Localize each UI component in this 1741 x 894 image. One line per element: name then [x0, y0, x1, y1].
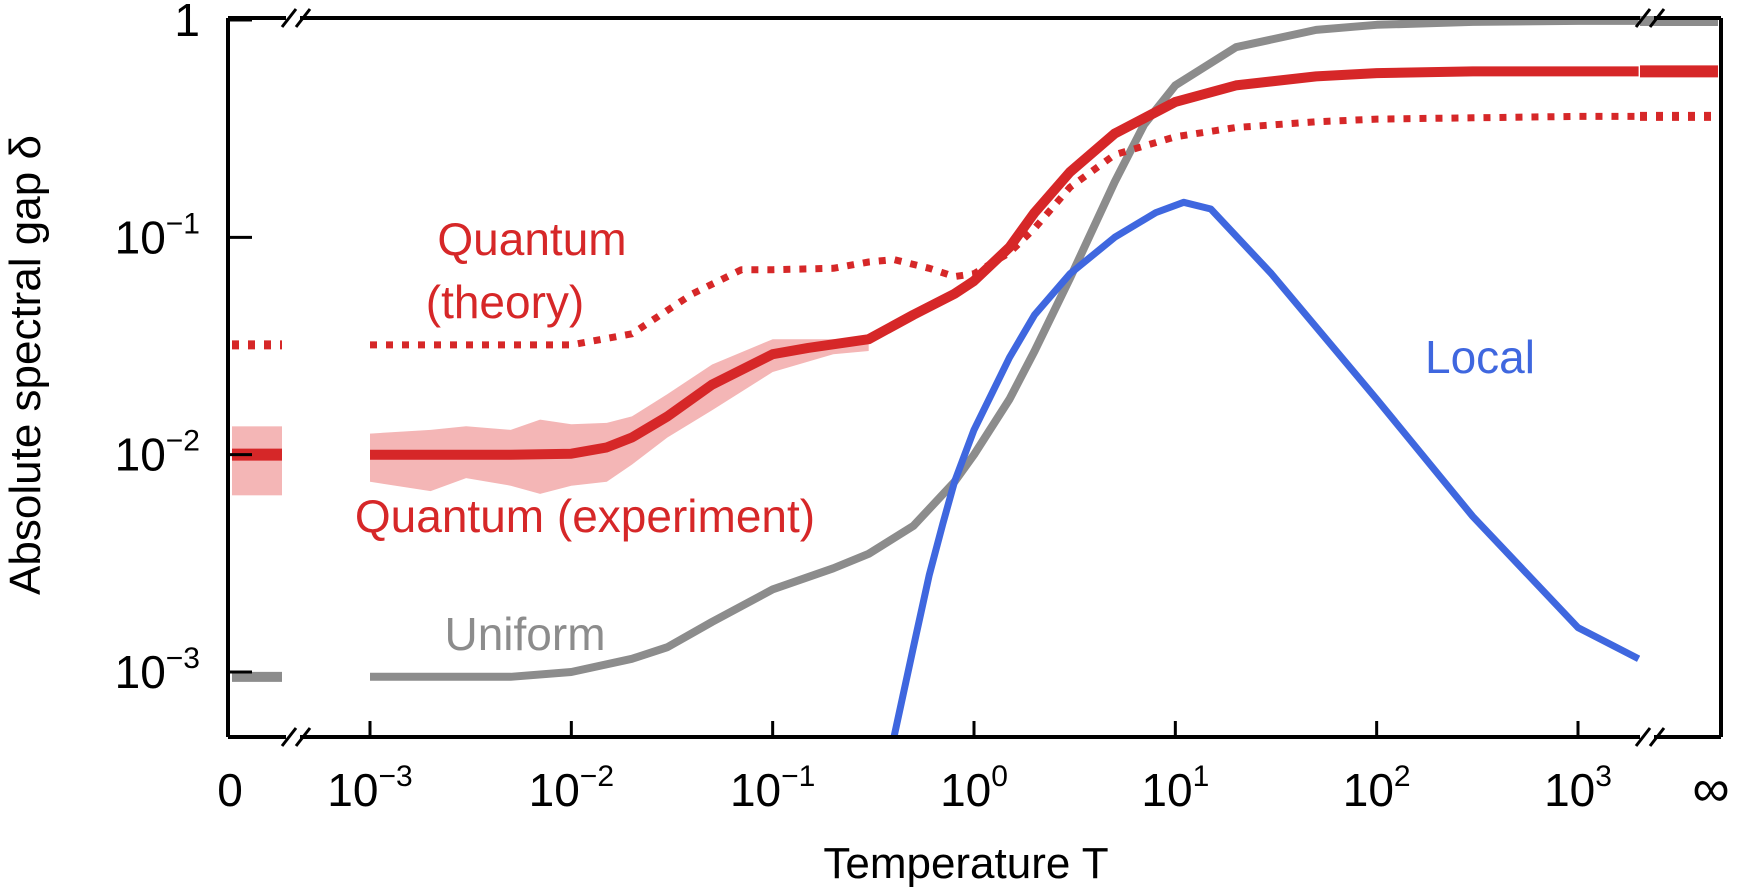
- quantum-theory-line: [370, 112, 1639, 349]
- local-line: [890, 198, 1640, 737]
- tick-labels: 0 10−3 10−2 10−1 100 101 102 103 ∞ 1 10−1 10−2 10−3: [115, 0, 1730, 818]
- axis-break-mark: [1634, 727, 1652, 747]
- annotation-uniform: Uniform: [444, 608, 605, 660]
- axis-break-mark: [294, 8, 312, 28]
- uniform-line: [370, 18, 1639, 681]
- quantum-experiment-line: [370, 66, 1639, 460]
- annotation-local: Local: [1425, 331, 1535, 383]
- axes: [226, 8, 1723, 747]
- axis-break-mark: [1648, 727, 1666, 747]
- y-tick-label: 10−3: [115, 642, 200, 698]
- y-tick-label: 10−1: [115, 207, 200, 263]
- x-tick-label: 101: [1141, 760, 1209, 816]
- x-tick-label: 10−1: [730, 760, 815, 816]
- experiment-band-at-zero: [232, 426, 282, 496]
- annotation-quantum-theory-line2: (theory): [426, 276, 584, 328]
- y-tick-label: 10−2: [115, 425, 200, 481]
- plot-area: [232, 15, 1718, 737]
- y-tick-label: 1: [174, 0, 200, 46]
- y-axis-title: Absolute spectral gap δ: [1, 135, 50, 595]
- annotation-quantum-theory-line1: Quantum: [437, 213, 626, 265]
- axis-break-mark: [294, 727, 312, 747]
- x-tick-label: ∞: [1692, 760, 1729, 818]
- x-tick-label: 0: [217, 764, 243, 816]
- x-tick-label: 10−3: [327, 760, 412, 816]
- axis-break-mark: [280, 8, 298, 28]
- x-axis-title: Temperature T: [823, 839, 1108, 888]
- axis-break-mark: [1634, 8, 1652, 28]
- axis-break-mark: [280, 727, 298, 747]
- x-tick-label: 102: [1343, 760, 1411, 816]
- x-tick-label: 103: [1544, 760, 1612, 816]
- experiment-uncertainty-band: [370, 336, 869, 494]
- x-tick-label: 10−2: [529, 760, 614, 816]
- x-tick-label: 100: [940, 760, 1008, 816]
- annotation-quantum-experiment: Quantum (experiment): [355, 490, 815, 542]
- axis-break-mark: [1648, 8, 1666, 28]
